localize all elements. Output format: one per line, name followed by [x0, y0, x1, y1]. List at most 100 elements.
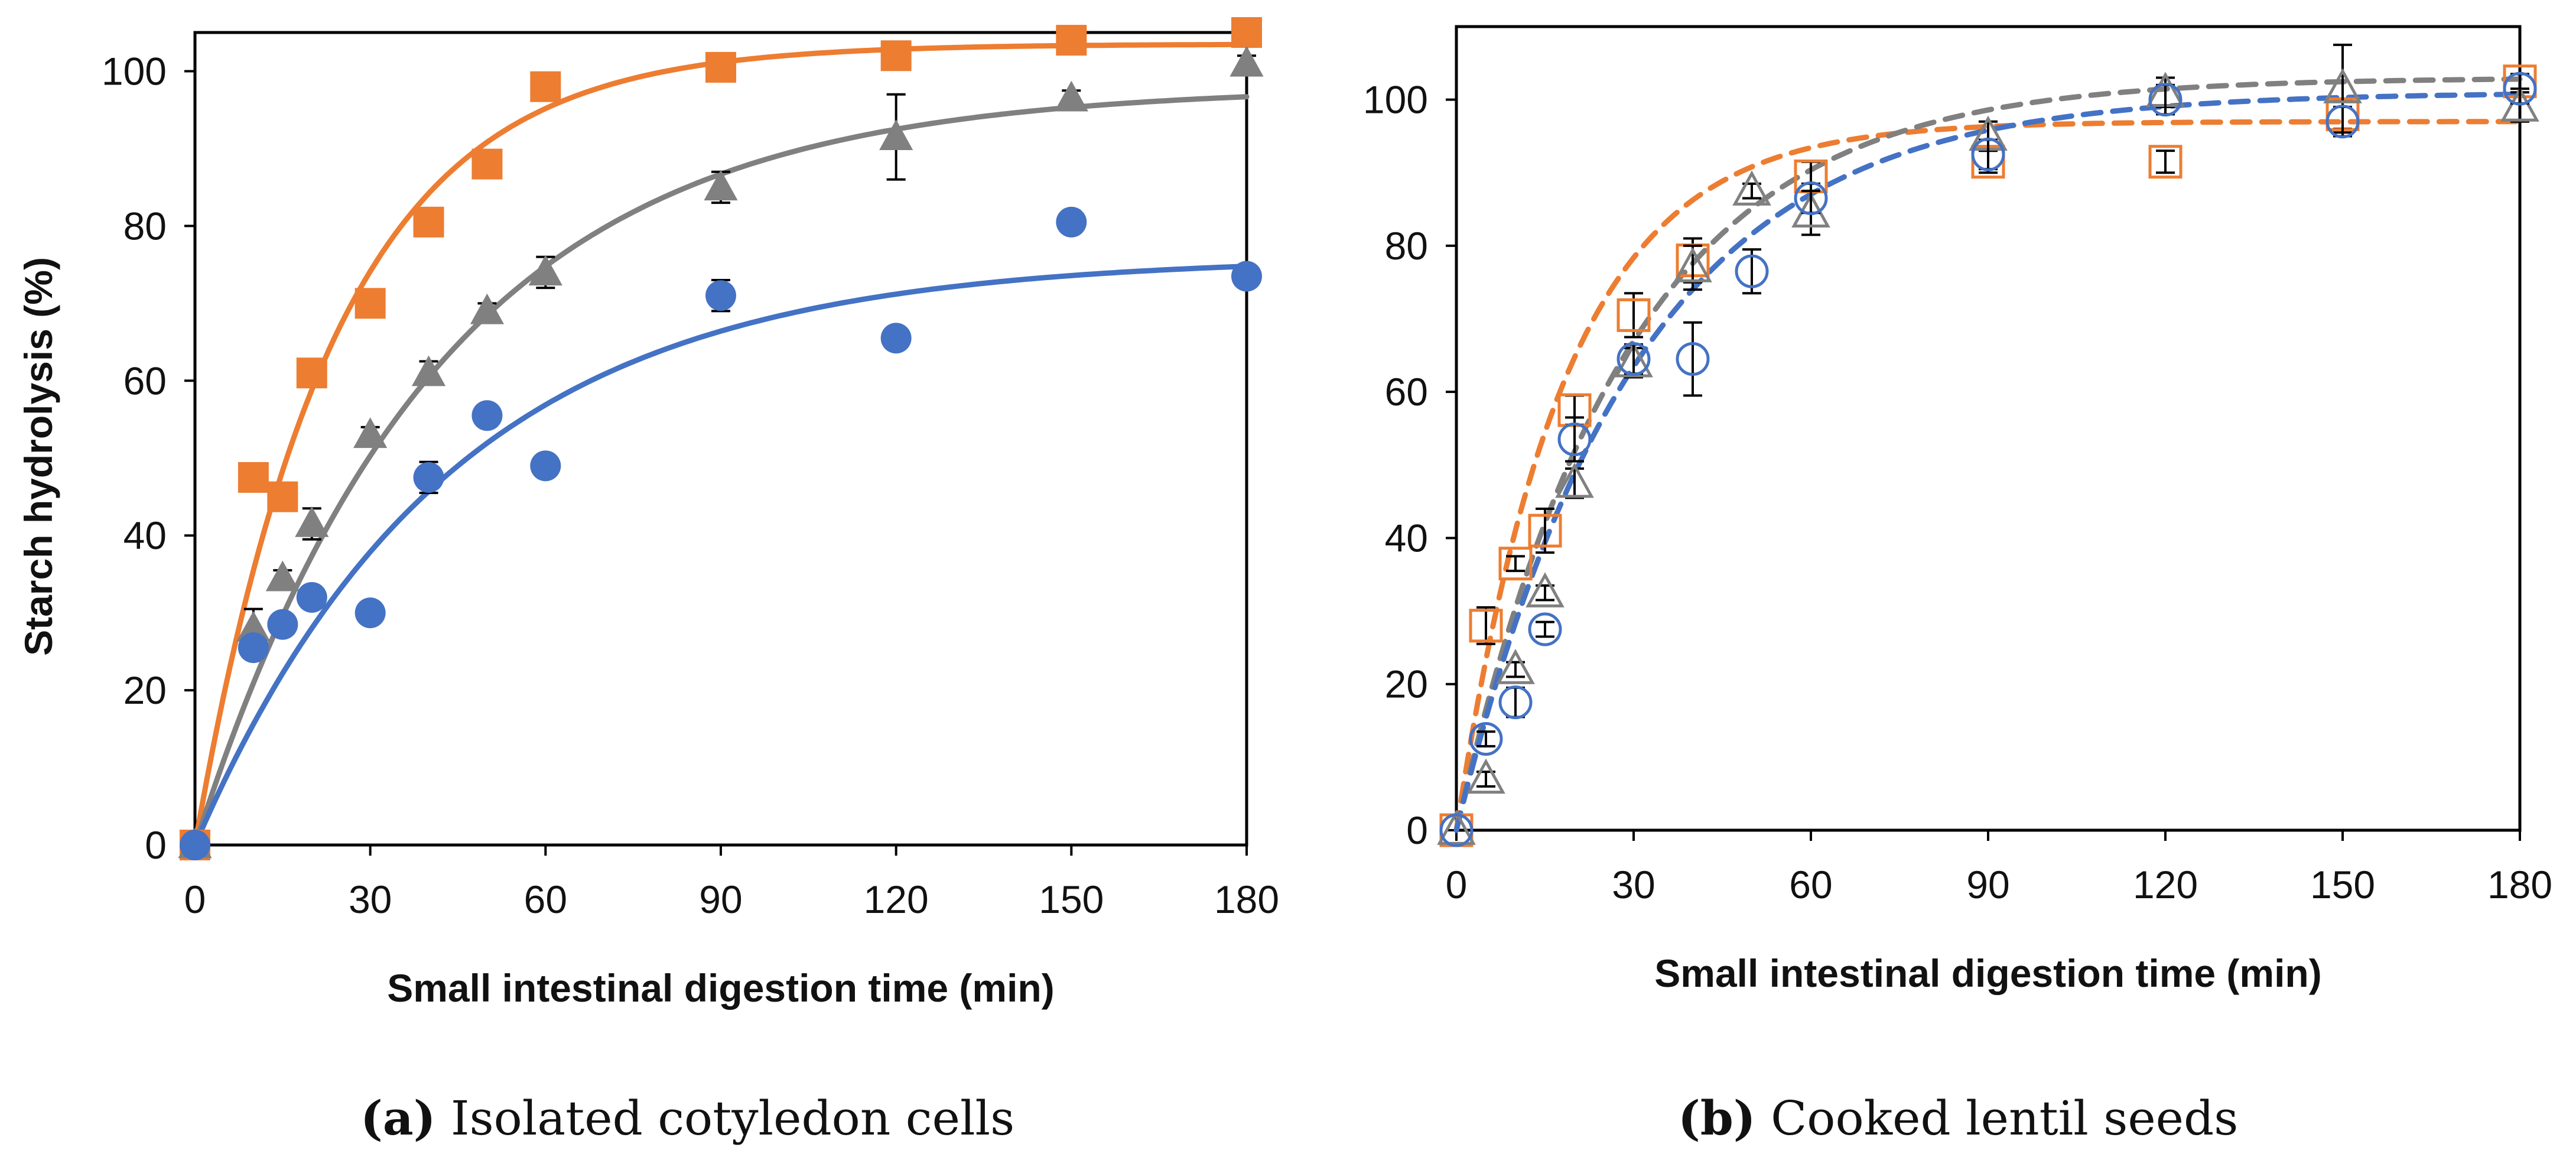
x-tick-label-b: 60	[1789, 863, 1832, 906]
y-tick-label-a: 60	[123, 359, 167, 402]
data-point-blue-b	[1735, 254, 1769, 288]
data-point-orange-a	[267, 481, 298, 512]
data-point-blue-b	[1469, 722, 1503, 756]
panel-title-b: Cooked lentil seeds	[1771, 1091, 2239, 1146]
data-point-gray-b	[2323, 68, 2362, 103]
data-point-blue-a	[1056, 206, 1087, 238]
y-tick-label-a: 40	[123, 514, 167, 557]
x-tick-label-b: 150	[2310, 863, 2375, 906]
data-point-orange-a	[880, 40, 912, 72]
data-point-blue-a	[238, 632, 269, 664]
chart-panel-b: 0 30 60 90 120 150 180 0 20 40 60 80 100 Small intest…	[1363, 25, 2552, 995]
y-tick-label-a: 100	[102, 49, 167, 93]
data-point-gray-a	[295, 506, 329, 537]
y-tick-label-a: 80	[123, 204, 167, 248]
data-point-blue-b	[1439, 813, 1474, 847]
data-point-gray-a	[1230, 46, 1264, 77]
data-point-blue-a	[354, 597, 386, 629]
data-point-orange-b	[1498, 547, 1533, 581]
x-axis-title-b: Small intestinal digestion time (min)	[1654, 951, 2321, 995]
data-point-blue-a	[880, 323, 912, 354]
data-point-orange-a	[705, 51, 736, 83]
data-point-gray-a	[265, 560, 300, 592]
panel-label-b: (b)	[1678, 1090, 1756, 1146]
data-point-gray-a	[528, 255, 562, 286]
data-point-gray-b	[2500, 86, 2539, 122]
data-point-orange-a	[1056, 25, 1087, 56]
y-tick-label-b: 80	[1385, 224, 1428, 268]
chart-panel-a: 0 30 60 90 120 150 180 0 20 40 60 80 100 Small intest…	[17, 17, 1279, 1010]
data-point-gray-b	[1466, 758, 1505, 794]
data-point-blue-b	[2503, 72, 2537, 106]
data-point-blue-a	[1231, 261, 1262, 292]
data-point-blue-b	[1498, 685, 1533, 720]
y-tick-label-b: 0	[1406, 808, 1428, 852]
panel-caption-a: (a) Isolated cotyledon cells	[360, 1090, 1014, 1146]
data-point-blue-b	[2148, 83, 2183, 117]
data-point-orange-b	[1469, 609, 1503, 643]
y-tick-label-b: 20	[1385, 662, 1428, 706]
x-tick-label-a: 150	[1039, 878, 1104, 921]
y-tick-label-b: 40	[1385, 516, 1428, 560]
panel-label-a: (a)	[360, 1090, 436, 1146]
x-axis-title-a: Small intestinal digestion time (min)	[387, 966, 1054, 1010]
panel-caption-b: (b) Cooked lentil seeds	[1678, 1090, 2238, 1146]
x-tick-label-b: 0	[1446, 863, 1468, 906]
data-point-blue-b	[1971, 137, 2005, 171]
data-point-blue-a	[413, 462, 444, 493]
data-point-orange-a	[354, 288, 386, 319]
data-point-gray-b	[1673, 247, 1712, 282]
data-point-blue-b	[1676, 342, 1710, 376]
fit-curve-blue-b	[1453, 92, 2523, 833]
data-point-orange-b	[1528, 514, 1562, 548]
panel-title-a: Isolated cotyledon cells	[450, 1091, 1015, 1146]
x-tick-label-a: 30	[349, 878, 392, 921]
x-tick-label-a: 180	[1214, 878, 1279, 921]
data-point-orange-a	[530, 71, 561, 102]
data-point-blue-a	[705, 280, 736, 311]
data-point-gray-a	[236, 610, 271, 642]
data-point-blue-b	[1528, 612, 1562, 646]
data-point-blue-a	[180, 830, 210, 860]
data-point-gray-a	[353, 417, 388, 448]
data-point-gray-b	[1555, 462, 1594, 498]
data-point-gray-a	[411, 355, 446, 386]
y-tick-label-b: 60	[1385, 370, 1428, 414]
data-point-gray-b	[1526, 572, 1565, 607]
data-point-orange-a	[471, 148, 503, 180]
x-tick-label-a: 90	[699, 878, 742, 921]
data-point-gray-a	[704, 170, 738, 201]
y-tick-label-b: 100	[1363, 78, 1428, 122]
y-axis-title-a: Starch hydrolysis (%)	[17, 257, 60, 656]
y-tick-label-a: 20	[123, 668, 167, 712]
data-point-blue-b	[2325, 105, 2360, 139]
data-point-gray-b	[1496, 649, 1535, 684]
data-point-orange-b	[2148, 145, 2183, 179]
x-tick-label-a: 120	[864, 878, 929, 921]
x-tick-label-b: 120	[2133, 863, 2198, 906]
data-point-orange-a	[1231, 17, 1262, 48]
y-tick-label-a: 0	[145, 823, 167, 867]
fit-curve-orange-b	[1453, 119, 2523, 833]
data-point-orange-a	[413, 206, 444, 238]
fit-curve-gray-a	[192, 94, 1250, 848]
x-tick-label-b: 90	[1966, 863, 2009, 906]
x-tick-label-b: 30	[1612, 863, 1655, 906]
x-tick-label-a: 60	[524, 878, 567, 921]
data-point-blue-a	[296, 581, 327, 613]
data-point-gray-b	[1437, 810, 1476, 845]
fit-curve-gray-b	[1453, 76, 2523, 833]
fit-curve-blue-a	[192, 264, 1250, 848]
data-point-blue-a	[267, 609, 298, 640]
data-point-blue-a	[530, 450, 561, 482]
plot-frame-a	[193, 31, 1248, 847]
data-point-gray-a	[1054, 80, 1088, 112]
data-point-orange-a	[296, 358, 327, 389]
data-point-gray-a	[470, 293, 505, 324]
data-point-orange-b	[1616, 298, 1651, 332]
data-point-blue-a	[471, 400, 503, 431]
data-point-gray-b	[1732, 170, 1771, 206]
data-point-blue-b	[1557, 422, 1592, 457]
x-tick-label-a: 0	[184, 878, 206, 921]
